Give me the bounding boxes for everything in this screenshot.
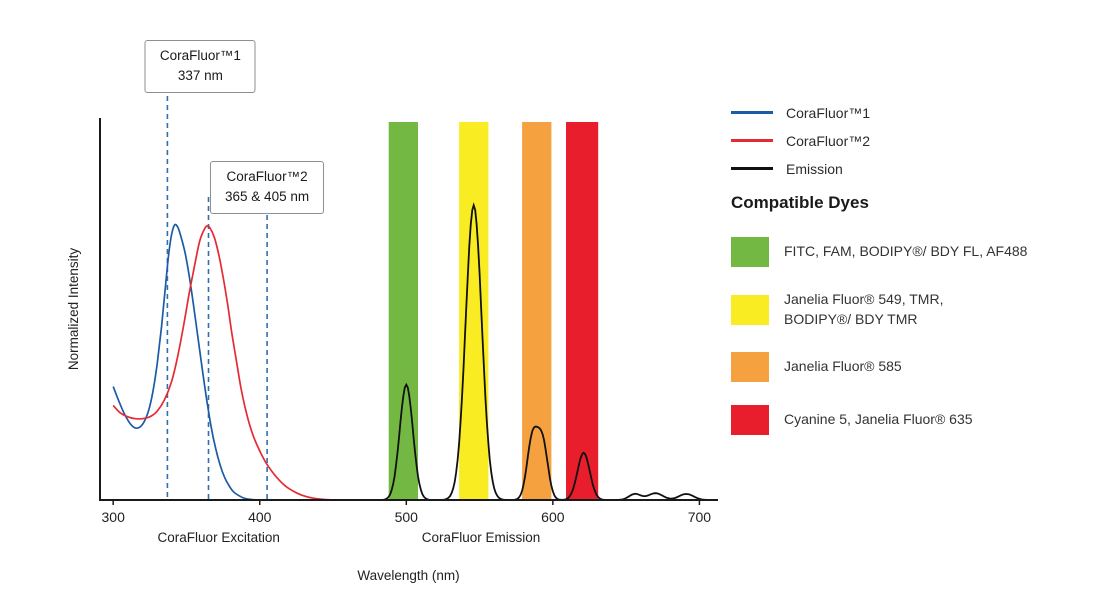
y-axis-title: Normalized Intensity: [66, 248, 81, 371]
legend-label: CoraFluor™1: [786, 104, 871, 121]
emission-line-swatch: [731, 167, 773, 170]
plot-axes: [99, 118, 718, 501]
dye-label: Janelia Fluor® 585: [784, 358, 902, 375]
x-tick-label: 500: [395, 509, 419, 525]
annotation-corafluor2-excitation: CoraFluor™2 365 & 405 nm: [210, 161, 325, 214]
green-dye-swatch: [731, 237, 769, 267]
dye-item-green: FITC, FAM, BODIPY®/ BDY FL, AF488: [731, 237, 1103, 267]
legend-label: Emission: [786, 160, 843, 177]
yellow-dye-swatch: [731, 294, 769, 325]
dye-item-yellow: Janelia Fluor® 549, TMR, BODIPY®/ BDY TM…: [731, 290, 1103, 329]
dye-label: FITC, FAM, BODIPY®/ BDY FL, AF488: [784, 243, 1028, 260]
x-tick-label: 400: [248, 509, 272, 525]
legend-panel: CoraFluor™1 CoraFluor™2 Emission Compati…: [731, 104, 1103, 458]
emission-band-red: [566, 122, 599, 500]
dye-label: Cyanine 5, Janelia Fluor® 635: [784, 411, 973, 428]
excitation-curve-2: [112, 224, 334, 501]
x-tick-label: 600: [541, 509, 565, 525]
annotation-corafluor1-excitation: CoraFluor™1 337 nm: [144, 40, 256, 93]
dye-item-orange: Janelia Fluor® 585: [731, 352, 1103, 383]
emission-band-orange: [522, 122, 552, 500]
dye-label: Janelia Fluor® 549, TMR, BODIPY®/ BDY TM…: [784, 291, 944, 327]
x-tick-label: 700: [688, 509, 712, 525]
dye-item-red: Cyanine 5, Janelia Fluor® 635: [731, 405, 1103, 436]
corafluor2-line-swatch: [731, 139, 773, 142]
corafluor1-line-swatch: [731, 111, 773, 114]
compatible-dyes-heading: Compatible Dyes: [731, 193, 869, 212]
red-dye-swatch: [731, 405, 769, 436]
x-tick-label: 300: [102, 509, 126, 525]
excitation-curve-1: [112, 223, 260, 501]
annotation-title: CoraFluor™2: [226, 169, 308, 184]
legend-item-corafluor2: CoraFluor™2: [731, 132, 1103, 149]
legend-label: CoraFluor™2: [786, 132, 871, 149]
annotation-value: 337 nm: [177, 68, 223, 84]
annotation-value: 365 & 405 nm: [225, 189, 310, 205]
x-axis-title: Wavelength (nm): [357, 568, 459, 583]
axis-group-label-1: CoraFluor Emission: [422, 530, 541, 545]
legend-item-corafluor1: CoraFluor™1: [731, 104, 1103, 121]
orange-dye-swatch: [731, 352, 769, 383]
axis-group-label-0: CoraFluor Excitation: [158, 530, 280, 545]
legend-item-emission: Emission: [731, 160, 1103, 177]
annotation-title: CoraFluor™1: [159, 48, 241, 63]
emission-band-yellow: [459, 122, 489, 500]
